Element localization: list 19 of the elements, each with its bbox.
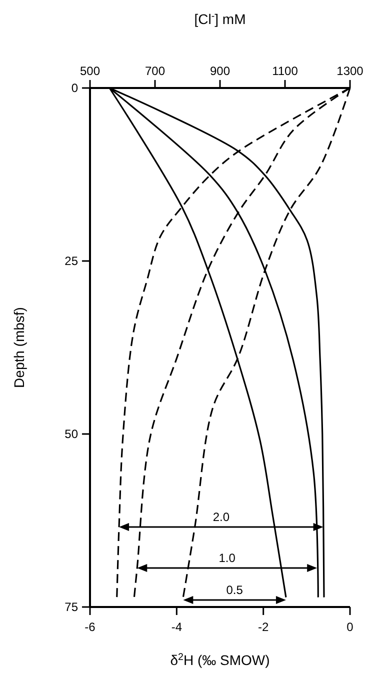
- annotation: 1.0: [218, 551, 236, 565]
- y-axis-title: Depth (mbsf): [11, 307, 27, 388]
- y-tick-label: 50: [64, 427, 78, 441]
- annotation: 0.5: [226, 583, 244, 597]
- x-tick-label: -4: [171, 620, 182, 634]
- y-tick-label: 25: [64, 254, 78, 268]
- x2-axis-title: [Cl$^{-}$] mM: [194, 10, 246, 27]
- x-tick-label: -6: [84, 620, 96, 634]
- x-tick-label: -2: [258, 620, 269, 634]
- y-tick-label: 75: [64, 600, 78, 614]
- x2-tick-label: 1300: [336, 64, 364, 78]
- x2-tick-label: 900: [210, 64, 230, 78]
- x2-tick-label: 1100: [272, 64, 298, 78]
- y-tick-label: 0: [71, 81, 78, 95]
- x-axis-title: δ$^{2}$H (‰ SMOW): [170, 652, 270, 668]
- annotation: 2.0: [212, 510, 230, 524]
- x2-tick-label: 700: [144, 64, 166, 78]
- x-tick-label: 0: [346, 620, 354, 634]
- x2-tick-label: 500: [80, 64, 100, 78]
